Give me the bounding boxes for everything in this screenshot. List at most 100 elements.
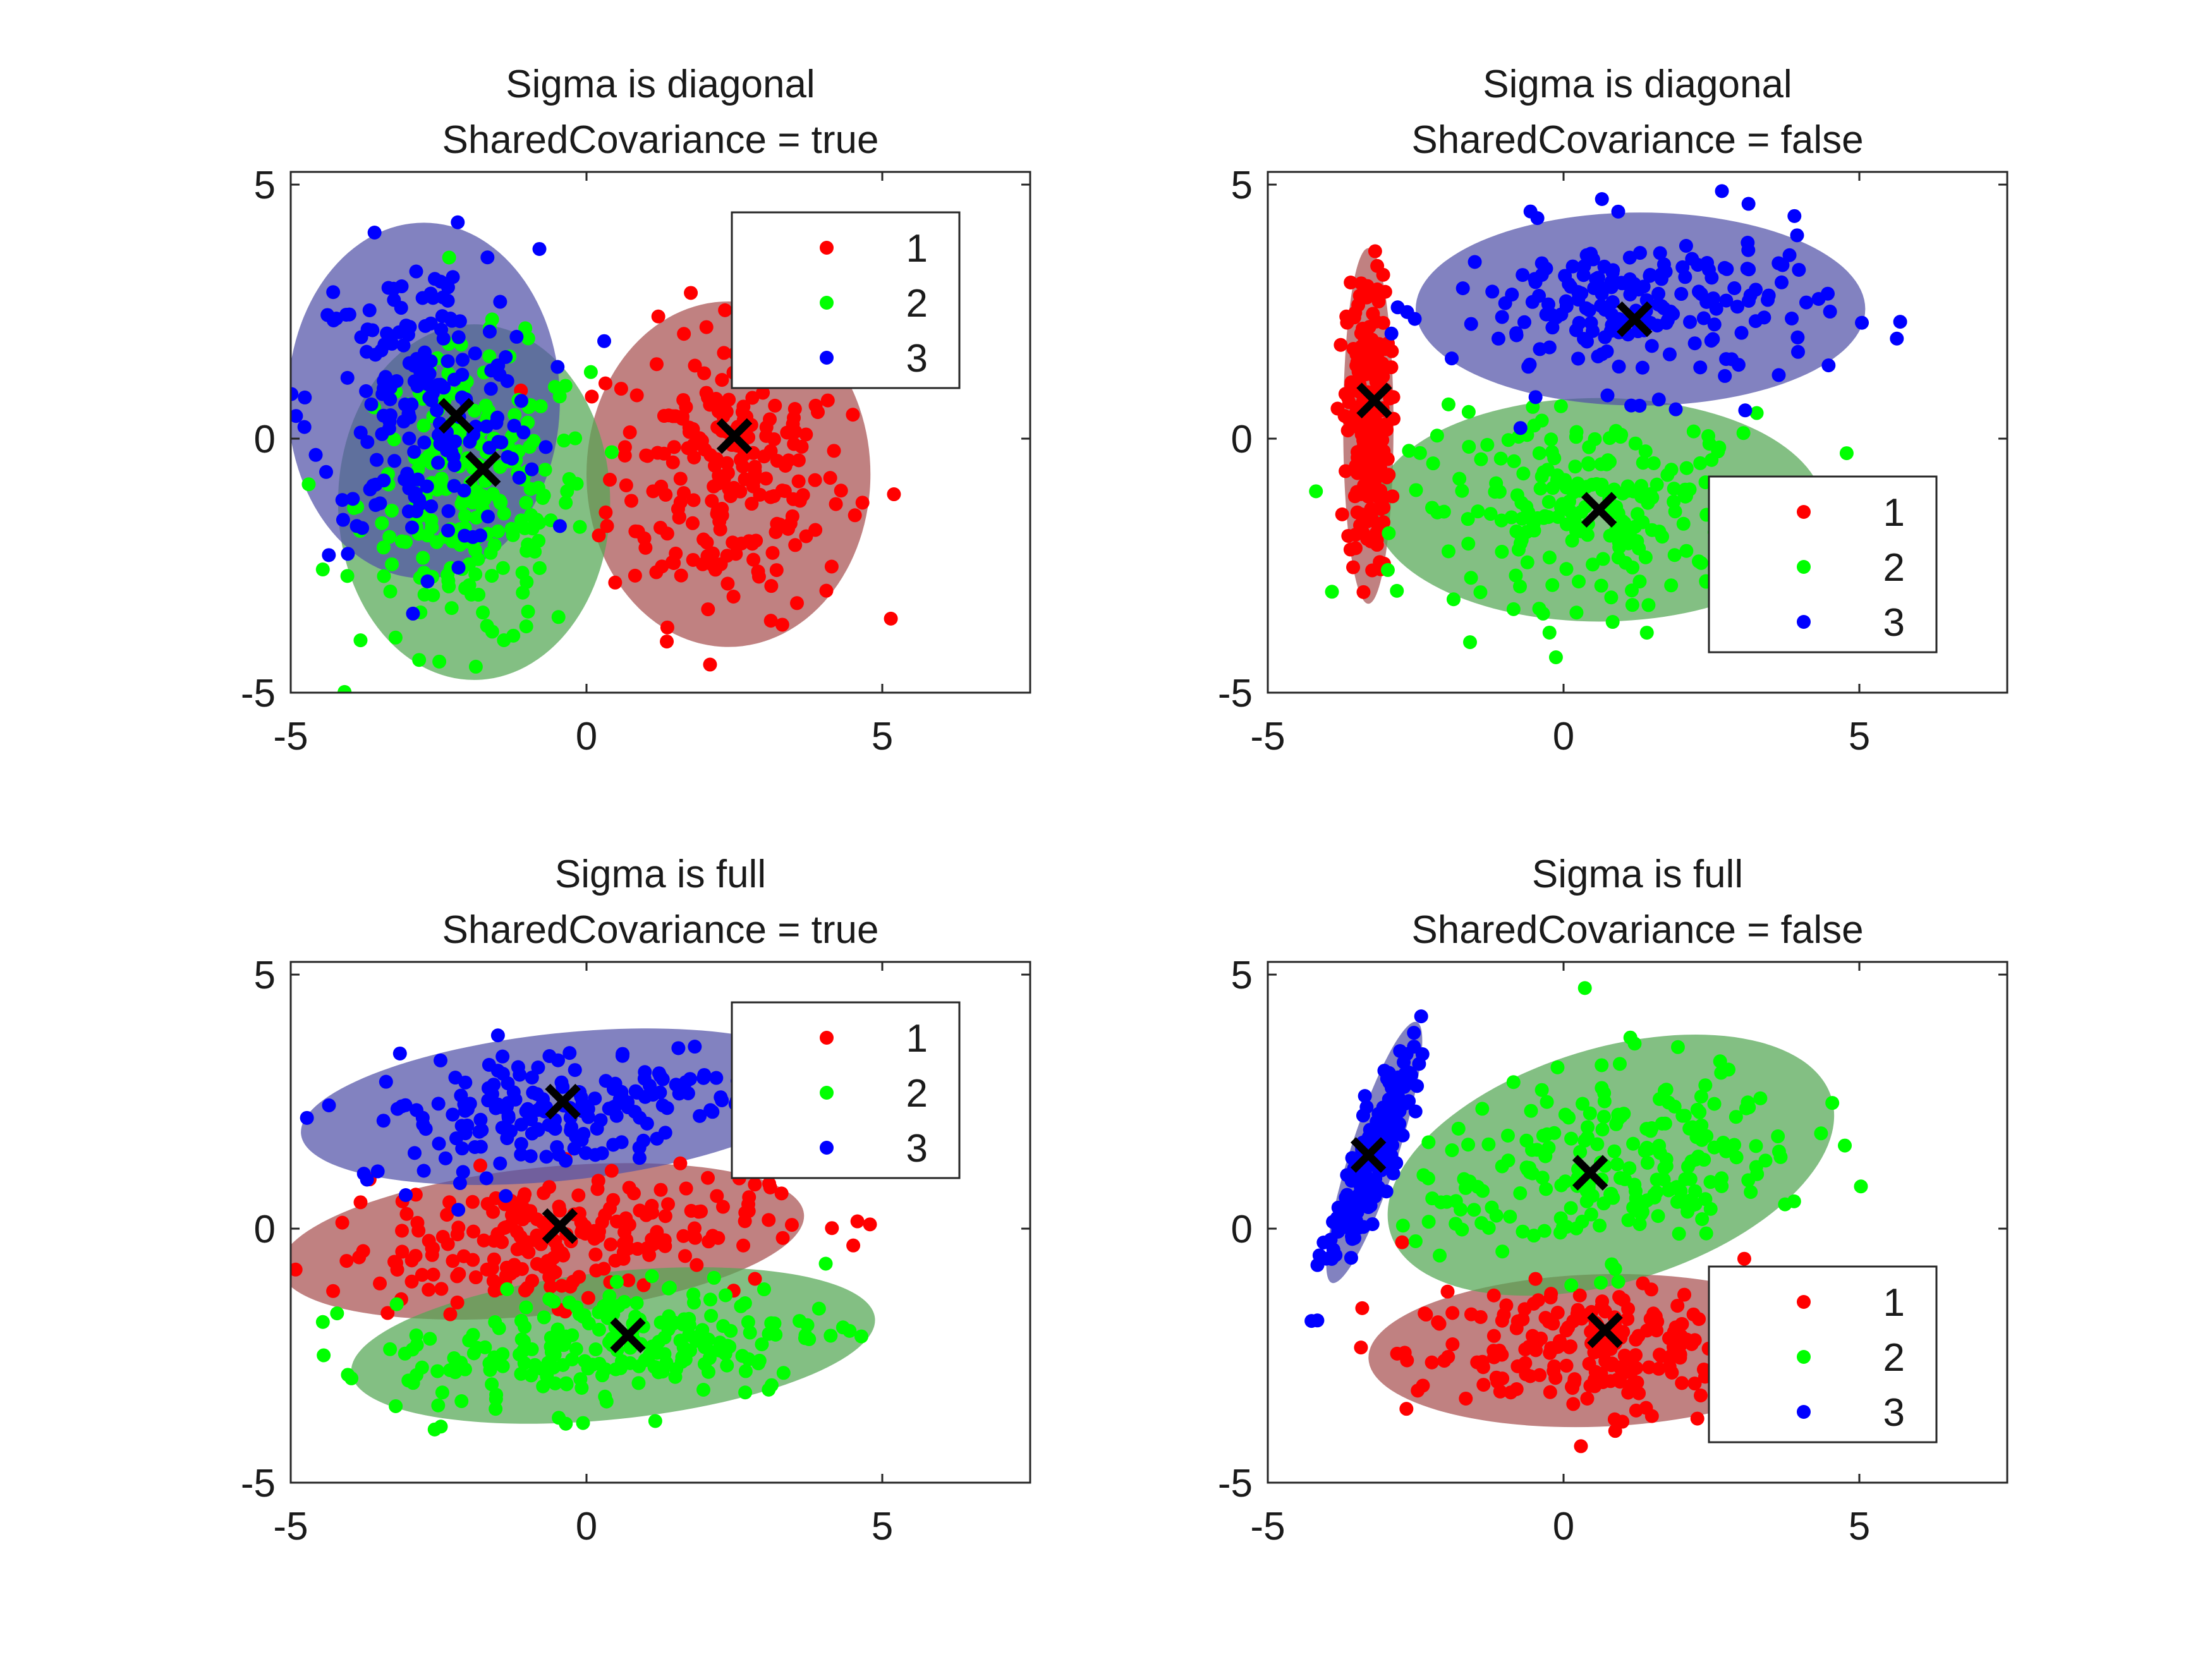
cluster-1-point: [651, 309, 665, 324]
cluster-1-point: [395, 1244, 410, 1259]
cluster-1-point: [440, 1208, 454, 1222]
cluster-3-point: [688, 1040, 702, 1054]
cluster-1-point: [710, 1189, 724, 1203]
cluster-1-point: [1370, 258, 1385, 273]
cluster-1-point: [1594, 1366, 1608, 1381]
cluster-2-point: [1495, 1159, 1509, 1174]
cluster-1-point: [1337, 409, 1352, 423]
cluster-3-point: [1331, 1200, 1346, 1215]
cluster-2-point: [1690, 1102, 1705, 1117]
cluster-1-point: [581, 1291, 595, 1305]
cluster-2-centroid-marker: [610, 1317, 646, 1354]
cluster-1-point: [591, 1174, 605, 1188]
cluster-2-point: [1679, 544, 1694, 558]
cluster-2-point: [416, 550, 430, 565]
cluster-1-point: [1631, 1328, 1646, 1343]
cluster-3-point: [398, 398, 412, 412]
cluster-3-point: [482, 324, 497, 339]
cluster-3-point: [1738, 403, 1753, 418]
cluster-3-point: [501, 450, 515, 465]
cluster-2-point: [485, 569, 499, 583]
cluster-1-point: [1354, 1340, 1368, 1355]
cluster-3-point: [1679, 239, 1693, 253]
cluster-2-point: [686, 1296, 701, 1310]
cluster-3-point: [523, 1149, 538, 1164]
cluster-2-point: [1699, 1226, 1713, 1241]
cluster-3-point: [495, 1121, 509, 1135]
cluster-1-point: [717, 346, 731, 360]
cluster-1-point: [887, 487, 901, 502]
cluster-1-point: [700, 535, 714, 550]
cluster-1-point: [456, 1249, 471, 1263]
cluster-1-point: [516, 1212, 530, 1227]
cluster-2-point: [1742, 1100, 1756, 1115]
cluster-3-point: [1644, 339, 1659, 353]
cluster-1-point: [677, 327, 691, 341]
cluster-3-point: [463, 434, 477, 449]
cluster-1-point: [1538, 1311, 1553, 1325]
cluster-2-point: [1380, 562, 1395, 577]
cluster-1-point: [1356, 433, 1371, 447]
cluster-2-point: [1565, 533, 1579, 548]
cluster-3-point: [632, 1140, 647, 1155]
cluster-1-point: [1473, 1310, 1488, 1324]
cluster-2-point: [1581, 458, 1596, 472]
cluster-3-point: [407, 444, 422, 459]
cluster-1-point: [679, 1181, 693, 1196]
cluster-1-point: [765, 545, 780, 560]
cluster-1-point: [404, 1253, 419, 1268]
cluster-3-point: [1402, 1094, 1416, 1109]
cluster-1-point: [1338, 387, 1352, 401]
cluster-2-point: [1501, 433, 1516, 447]
cluster-3-point: [479, 419, 494, 434]
cluster-2-point: [536, 1379, 550, 1394]
cluster-1-point: [629, 388, 644, 403]
cluster-2-point: [1309, 484, 1323, 499]
cluster-3-point: [383, 408, 398, 423]
cluster-2-point: [1577, 1133, 1592, 1148]
cluster-3-point: [490, 1028, 505, 1043]
cluster-3-point: [1534, 256, 1549, 270]
cluster-3-point: [606, 1100, 621, 1114]
cluster-2-point: [1729, 1150, 1744, 1165]
cluster-2-point: [442, 579, 456, 593]
cluster-3-point: [567, 1141, 581, 1156]
cluster-2-point: [330, 1306, 344, 1321]
cluster-2-point: [1596, 1110, 1611, 1124]
cluster-3-point: [564, 1123, 578, 1138]
cluster-2-point: [435, 1385, 449, 1400]
cluster-3-point: [671, 1041, 686, 1055]
cluster-3-point: [430, 377, 445, 392]
cluster-2-point: [1409, 483, 1423, 497]
cluster-1-point: [671, 502, 685, 516]
cluster-2-point: [532, 516, 547, 530]
cluster-2-point: [764, 1316, 779, 1330]
x-tick-label: 5: [872, 1505, 893, 1548]
cluster-1-point: [631, 525, 645, 539]
cluster-1-point: [356, 1244, 370, 1258]
x-tick-label: 0: [576, 715, 597, 758]
cluster-2-point: [689, 1334, 703, 1348]
cluster-1-point: [599, 505, 613, 520]
cluster-3-point: [1691, 284, 1706, 299]
cluster-1-point: [1346, 560, 1361, 574]
cluster-1-point: [1654, 1349, 1668, 1363]
cluster-1-point: [1662, 1359, 1677, 1374]
cluster-1-point: [1368, 474, 1382, 489]
cluster-2-point: [695, 1323, 710, 1337]
cluster-1-point: [678, 1249, 692, 1263]
cluster-3-point: [326, 285, 341, 300]
cluster-2-point: [552, 389, 567, 404]
cluster-2-point: [738, 1385, 753, 1400]
cluster-3-point: [308, 447, 323, 462]
cluster-1-point: [699, 320, 714, 334]
legend: 1 2 3: [731, 1001, 961, 1179]
cluster-1-point: [1621, 1385, 1636, 1400]
cluster-2-point: [516, 585, 530, 600]
x-tick-label: 5: [1849, 1505, 1870, 1548]
cluster-3-point: [1890, 331, 1904, 346]
cluster-3-point: [424, 499, 439, 514]
cluster-1-point: [1395, 1235, 1409, 1249]
cluster-1-point: [518, 1243, 533, 1257]
cluster-1-point: [530, 1228, 544, 1243]
